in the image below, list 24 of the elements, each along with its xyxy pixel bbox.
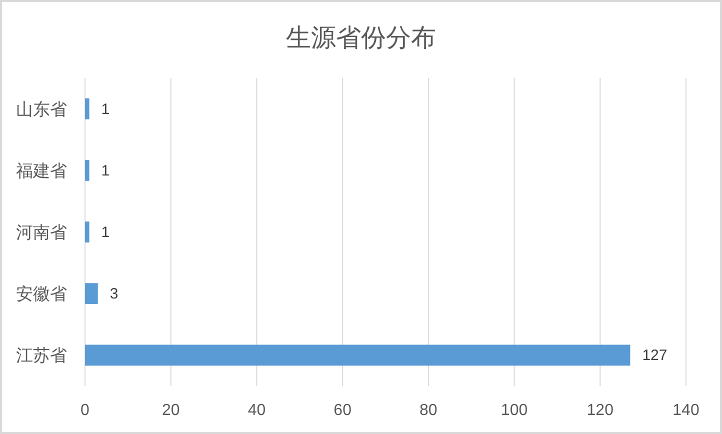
- bar: [85, 222, 90, 242]
- data-label: 127: [642, 347, 668, 364]
- x-tick-label: 0: [80, 402, 90, 419]
- chart-title: 生源省份分布: [286, 25, 436, 52]
- x-tick-label: 20: [162, 402, 180, 419]
- bar: [85, 98, 90, 120]
- x-tick-label: 40: [248, 402, 266, 419]
- y-tick-label: 江苏省: [16, 346, 67, 366]
- x-tick-label: 60: [334, 402, 352, 419]
- y-tick-label: 河南省: [16, 223, 67, 242]
- data-label: 1: [101, 162, 110, 180]
- x-tick-label: 140: [672, 402, 700, 419]
- x-tick-label: 120: [586, 402, 614, 419]
- y-tick-label: 福建省: [16, 161, 67, 180]
- bar: [85, 344, 630, 366]
- data-label: 3: [110, 286, 118, 303]
- x-tick-label: 100: [500, 402, 528, 419]
- y-tick-label: 安徽省: [16, 284, 67, 304]
- bar: [85, 160, 90, 181]
- data-label: 1: [101, 224, 110, 241]
- data-label: 1: [101, 100, 110, 118]
- bar: [85, 283, 98, 304]
- y-tick-label: 山东省: [16, 100, 67, 119]
- x-tick-label: 80: [420, 402, 438, 419]
